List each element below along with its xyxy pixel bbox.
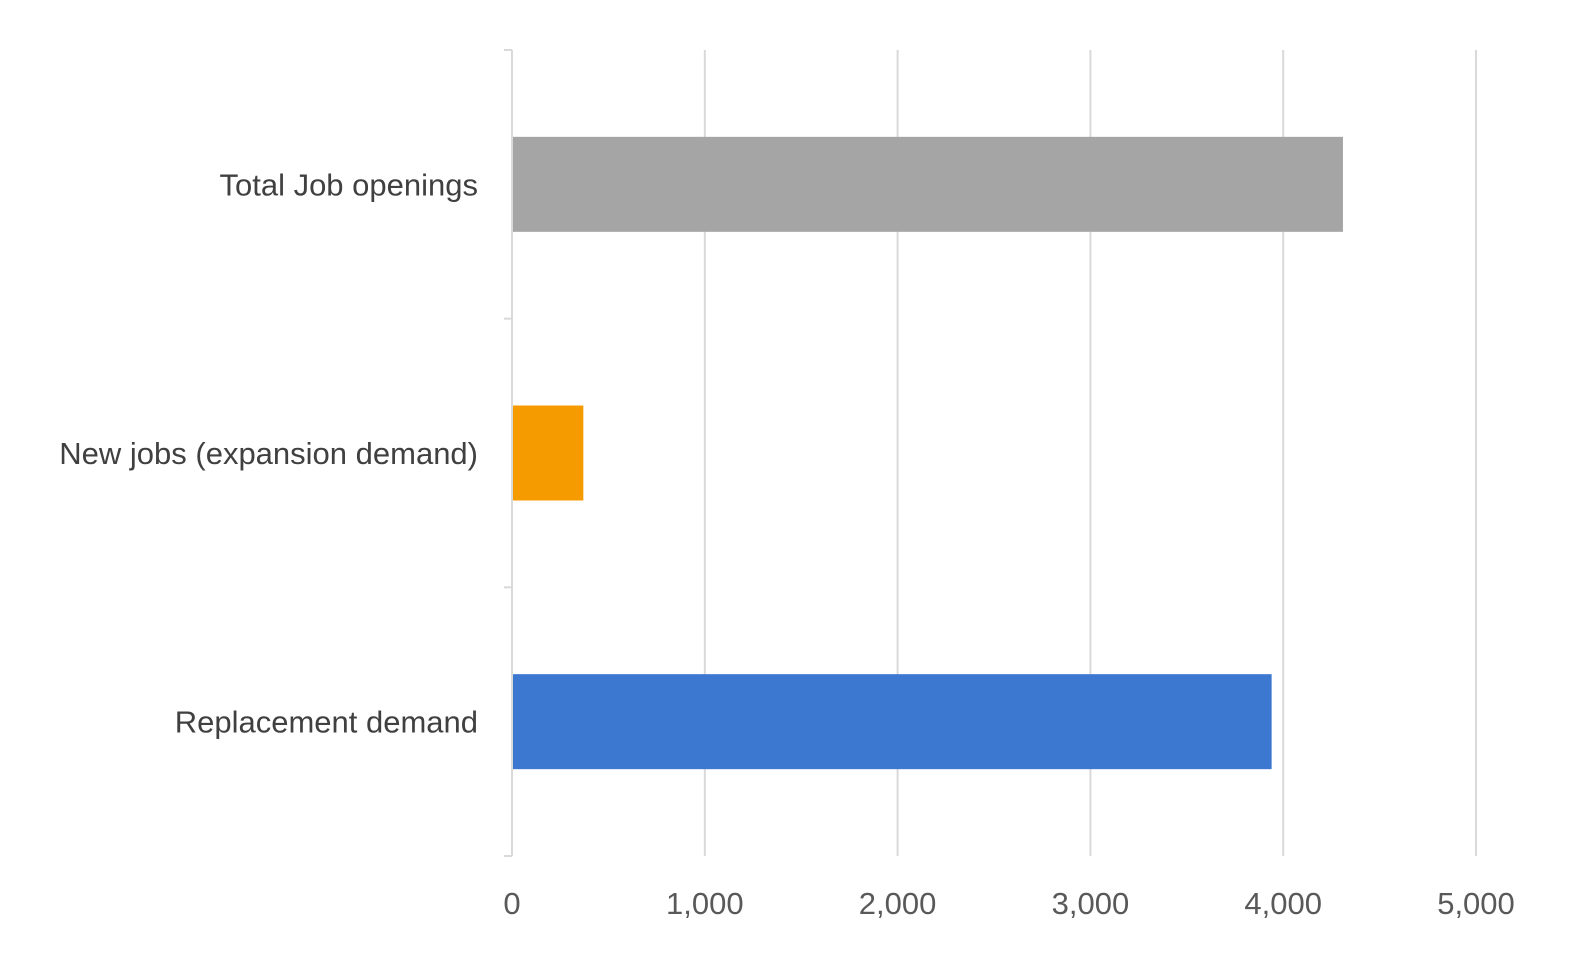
category-label: Total Job openings	[219, 167, 478, 202]
x-tick-label: 2,000	[859, 886, 937, 921]
category-labels: Total Job openings New jobs (expansion de…	[59, 167, 478, 739]
bar-replacement-demand	[513, 674, 1272, 770]
x-tick-label: 0	[503, 886, 520, 921]
x-tick-label: 5,000	[1437, 886, 1515, 921]
x-axis-tick-labels: 0 1,000 2,000 3,000 4,000 5,000	[503, 886, 1514, 921]
category-label: New jobs (expansion demand)	[59, 436, 478, 471]
x-tick-label: 4,000	[1244, 886, 1322, 921]
bar-new-jobs-expansion-demand	[513, 405, 584, 501]
category-label: Replacement demand	[175, 705, 478, 740]
category-axis	[504, 49, 513, 857]
bar-total-job-openings	[513, 136, 1343, 232]
x-tick-label: 1,000	[666, 886, 744, 921]
x-tick-label: 3,000	[1052, 886, 1130, 921]
bars	[513, 136, 1343, 770]
